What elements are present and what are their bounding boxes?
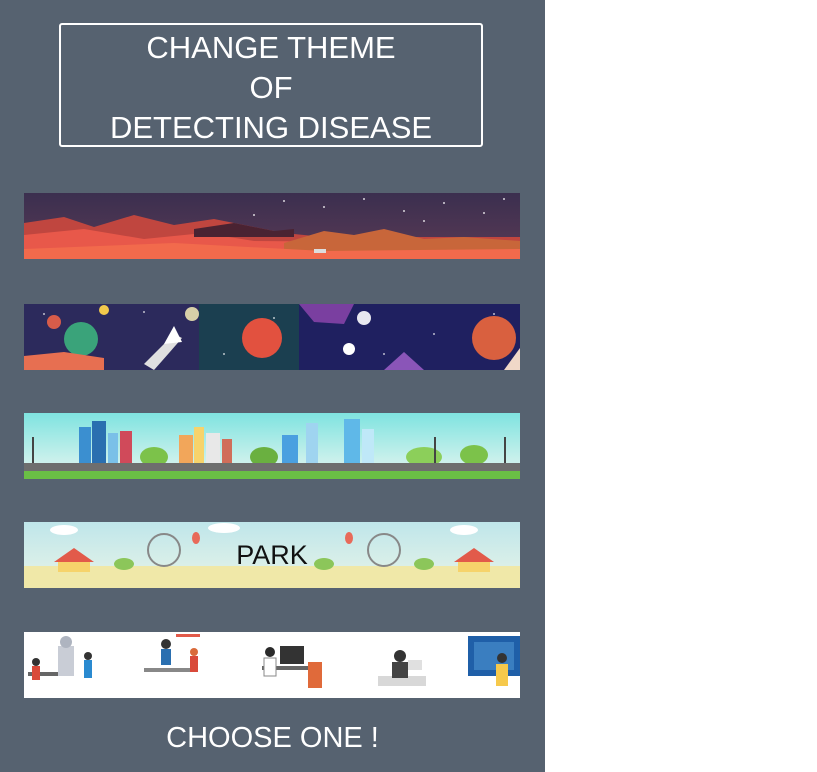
theme-option-city[interactable] bbox=[24, 413, 520, 479]
theme-option-office[interactable] bbox=[24, 632, 520, 698]
theme-option-park[interactable]: PARK bbox=[24, 522, 520, 588]
title-line-3: DETECTING DISEASE bbox=[109, 110, 433, 145]
mars-theme-thumbnail bbox=[24, 193, 520, 259]
page-title-box: CHANGE THEME OF DETECTING DISEASE bbox=[59, 23, 483, 147]
title-line-2: OF bbox=[249, 70, 293, 105]
theme-option-mars[interactable] bbox=[24, 193, 520, 259]
office-theme-thumbnail bbox=[24, 632, 520, 698]
park-theme-thumbnail bbox=[24, 522, 520, 588]
title-line-1: CHANGE THEME bbox=[146, 30, 396, 65]
choose-one-prompt: CHOOSE ONE ! bbox=[166, 722, 379, 754]
space-theme-thumbnail bbox=[24, 304, 520, 370]
theme-panel: CHANGE THEME OF DETECTING DISEASE bbox=[0, 0, 545, 772]
city-theme-thumbnail bbox=[24, 413, 520, 479]
theme-option-space[interactable] bbox=[24, 304, 520, 370]
park-theme-label: PARK bbox=[236, 540, 308, 570]
